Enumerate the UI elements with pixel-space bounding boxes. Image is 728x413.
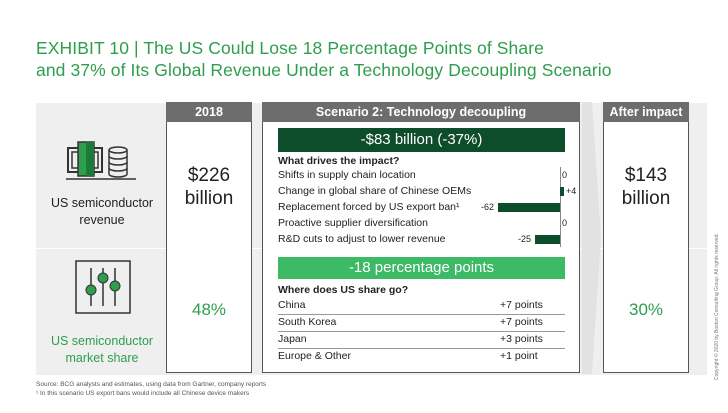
share-row-value: +1 point <box>500 350 538 362</box>
after-column-header: After impact <box>603 102 689 122</box>
drivers-heading: What drives the impact? <box>278 155 400 167</box>
driver-label: Change in global share of Chinese OEMs <box>278 185 472 197</box>
driver-label: Replacement forced by US export ban¹ <box>278 201 460 213</box>
share-row-value: +7 points <box>500 316 543 328</box>
after-column <box>603 102 689 373</box>
driver-label: Proactive supplier diversification <box>278 217 428 229</box>
revenue-impact-banner: -$83 billion (-37%) <box>278 128 565 152</box>
share-row-value: +7 points <box>500 299 543 311</box>
exhibit-title: EXHIBIT 10 | The US Could Lose 18 Percen… <box>36 37 676 81</box>
driver-value-label: -62 <box>480 202 494 212</box>
driver-bar <box>535 234 560 244</box>
driver-value-label: 0 <box>562 218 568 228</box>
share-row-divider <box>278 331 565 332</box>
driver-value-label: 0 <box>562 170 568 180</box>
share-heading: Where does US share go? <box>278 284 409 296</box>
slider-controls-icon <box>75 260 131 314</box>
share-row-country: Japan <box>278 333 307 345</box>
money-stack-icon <box>66 141 136 180</box>
scenario-column-header: Scenario 2: Technology decoupling <box>262 102 580 122</box>
driver-bar <box>560 186 564 196</box>
zero-axis <box>560 167 561 247</box>
after-share-value: 30% <box>628 300 664 319</box>
share-row-divider <box>278 348 565 349</box>
baseline-column <box>166 102 252 373</box>
driver-bar <box>498 202 560 212</box>
revenue-row-label: US semiconductor revenue <box>50 196 154 227</box>
chevron-arrow-icon <box>582 102 601 374</box>
title-line-2: and 37% of Its Global Revenue Under a Te… <box>36 60 612 80</box>
driver-value-label: -25 <box>517 234 531 244</box>
share-row-divider <box>278 314 565 315</box>
share-row-country: South Korea <box>278 316 337 328</box>
copyright-text: Copyright © 2020 by Boston Consulting Gr… <box>714 233 720 380</box>
share-row-value: +3 points <box>500 333 543 345</box>
title-line-1: EXHIBIT 10 | The US Could Lose 18 Percen… <box>36 38 544 58</box>
source-note: Source: BCG analysts and estimates, usin… <box>36 381 267 388</box>
after-revenue-value: $143 billion <box>621 165 671 209</box>
share-impact-banner: -18 percentage points <box>278 257 565 279</box>
driver-value-label: +4 <box>566 186 577 196</box>
share-row-country: Europe & Other <box>278 350 351 362</box>
baseline-share-value: 48% <box>191 300 227 319</box>
baseline-revenue-value: $226 billion <box>184 165 234 209</box>
share-row-country: China <box>278 299 306 311</box>
driver-label: Shifts in supply chain location <box>278 169 416 181</box>
footnote-1: ¹ In this scenario US export bans would … <box>36 390 250 397</box>
driver-label: R&D cuts to adjust to lower revenue <box>278 233 446 245</box>
share-row-label: US semiconductor market share <box>50 334 154 365</box>
baseline-column-header: 2018 <box>166 102 252 122</box>
